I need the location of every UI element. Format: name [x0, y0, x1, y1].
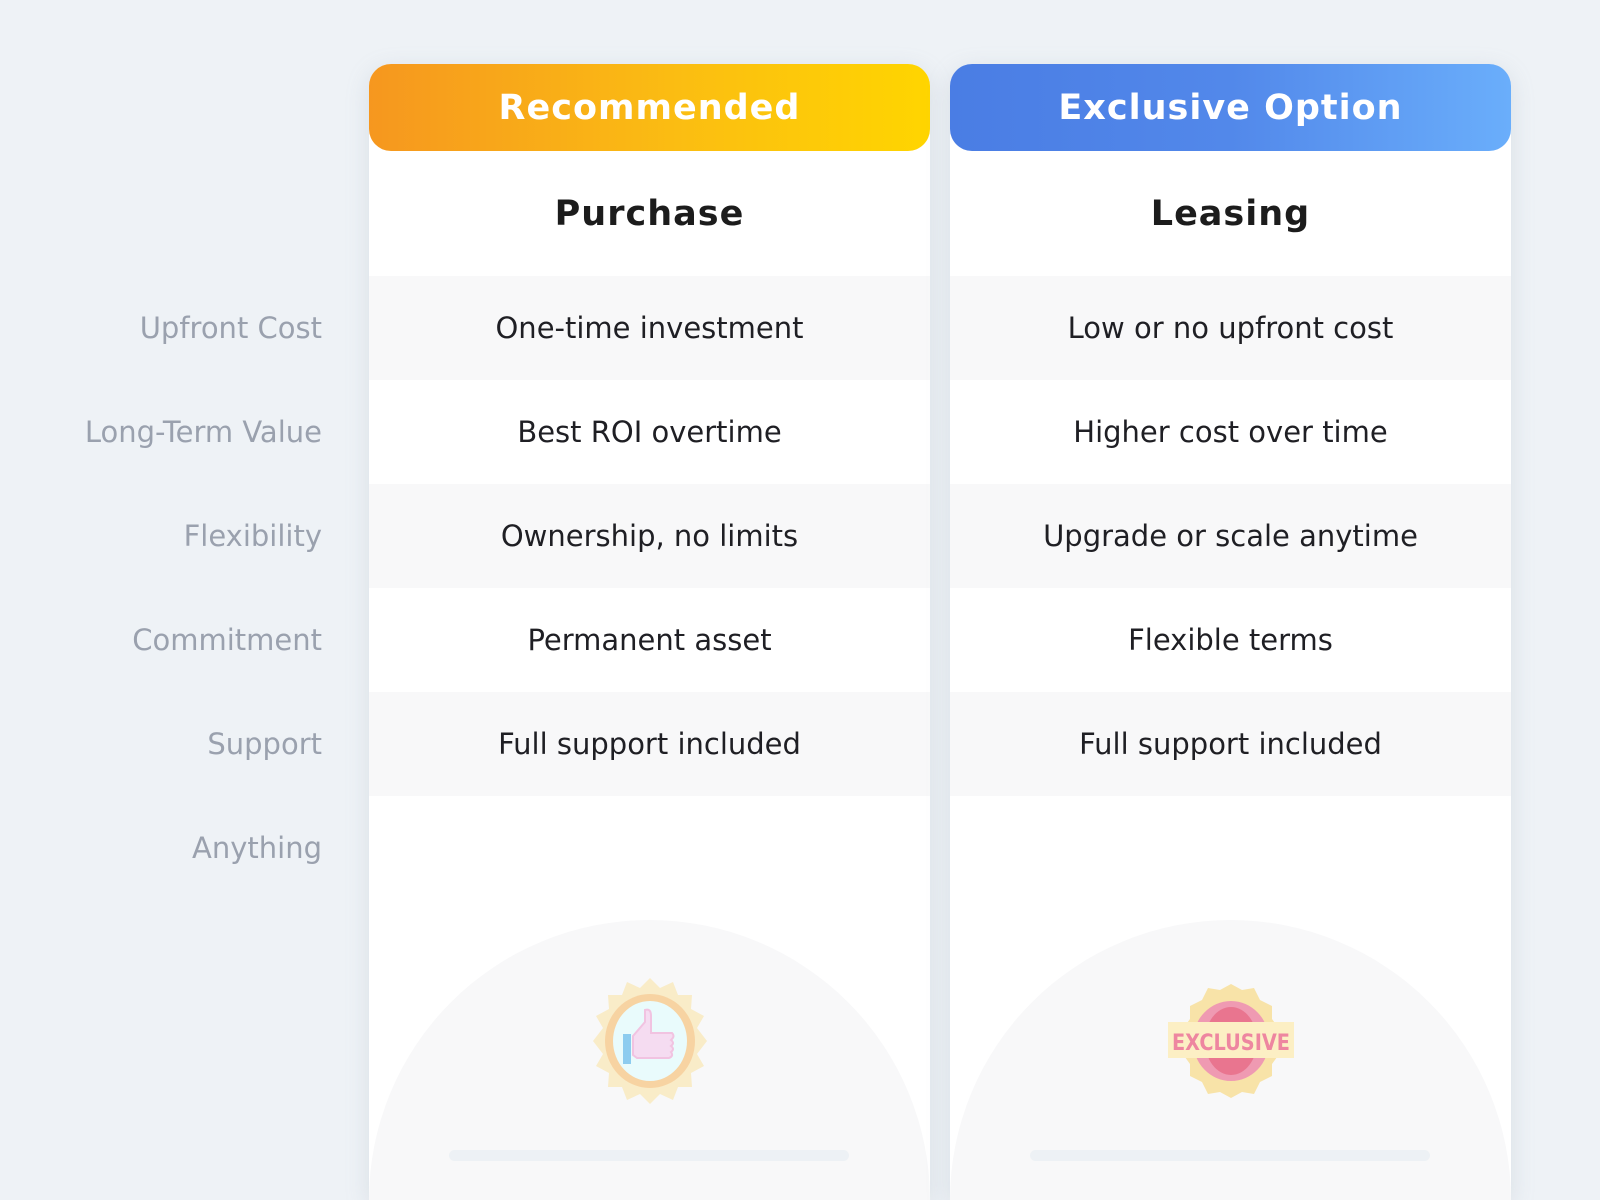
placeholder-bar	[449, 1150, 849, 1161]
exclusive-badge-icon: EXCLUSIVE	[1168, 984, 1294, 1098]
cell: Best ROI overtime	[517, 415, 782, 449]
recommended-header: Recommended	[369, 64, 930, 151]
purchase-card: Recommended Purchase One-time investment…	[369, 64, 930, 1200]
row-label-anything: Anything	[192, 831, 322, 865]
placeholder-bar	[1030, 1150, 1430, 1161]
cell: Full support included	[369, 692, 930, 796]
cell: Full support included	[950, 692, 1511, 796]
row-label-upfront-cost: Upfront Cost	[139, 311, 322, 345]
exclusive-option-header: Exclusive Option	[950, 64, 1511, 151]
row-label-long-term-value: Long-Term Value	[84, 415, 322, 449]
cell: Upgrade or scale anytime	[950, 484, 1511, 588]
row-label-support: Support	[207, 727, 322, 761]
row-label-flexibility: Flexibility	[183, 519, 322, 553]
cell: Low or no upfront cost	[950, 276, 1511, 380]
leasing-card: Exclusive Option Leasing Low or no upfro…	[950, 64, 1511, 1200]
card-title: Purchase	[554, 193, 745, 234]
card-title: Leasing	[1150, 193, 1311, 234]
svg-text:EXCLUSIVE: EXCLUSIVE	[1172, 1031, 1290, 1056]
thumbs-up-badge-icon	[593, 978, 707, 1104]
cell: Ownership, no limits	[369, 484, 930, 588]
cell: Permanent asset	[527, 623, 772, 657]
cell: Flexible terms	[1128, 623, 1333, 657]
cell: Higher cost over time	[1073, 415, 1388, 449]
cell: One-time investment	[369, 276, 930, 380]
row-label-commitment: Commitment	[132, 623, 322, 657]
